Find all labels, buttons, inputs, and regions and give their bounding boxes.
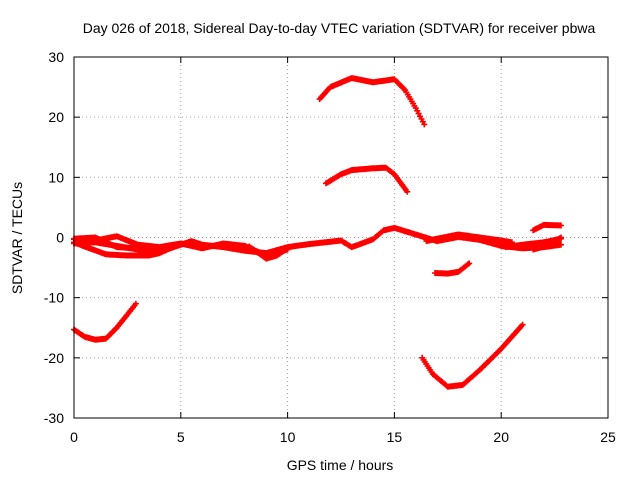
y-tick-label: -10 <box>44 290 64 306</box>
series-arc-12 <box>419 321 526 390</box>
data-markers <box>419 321 526 390</box>
x-tick-label: 0 <box>70 429 78 445</box>
series-arc-9 <box>316 75 428 128</box>
y-tick-label: -30 <box>44 410 64 426</box>
x-tick-labels: 0 5 10 15 20 25 <box>70 429 616 445</box>
data-markers <box>432 260 473 277</box>
data-markers <box>316 75 428 128</box>
x-tick-label: 15 <box>387 429 403 445</box>
series-arc-5 <box>246 243 291 262</box>
data-markers <box>246 243 291 262</box>
data-markers <box>530 234 564 253</box>
chart-title: Day 026 of 2018, Sidereal Day-to-day VTE… <box>83 20 596 36</box>
data-markers <box>71 300 139 343</box>
series-arc-8 <box>530 234 564 253</box>
y-tick-label: 30 <box>48 49 64 65</box>
y-tick-labels: -30 -20 -10 0 10 20 30 <box>44 49 64 426</box>
series-arc-10 <box>323 164 411 195</box>
x-tick-label: 5 <box>177 429 185 445</box>
y-tick-label: -20 <box>44 350 64 366</box>
data-markers <box>423 231 515 246</box>
x-axis-label: GPS time / hours <box>287 457 394 473</box>
plot-border <box>73 56 609 419</box>
series-arc-14 <box>530 221 564 234</box>
y-tick-label: 20 <box>48 109 64 125</box>
series-arc-11 <box>71 300 139 343</box>
series-arc-6 <box>423 231 515 246</box>
data-series <box>71 75 564 390</box>
y-tick-label: 10 <box>48 169 64 185</box>
y-axis-label: SDTVAR / TECUs <box>9 182 25 294</box>
series-arc-13 <box>432 260 473 277</box>
grid-lines <box>74 57 608 418</box>
x-tick-label: 25 <box>600 429 616 445</box>
data-markers <box>530 221 564 234</box>
y-tick-label: 0 <box>56 230 64 246</box>
x-tick-label: 20 <box>493 429 509 445</box>
data-markers <box>323 164 411 195</box>
x-tick-label: 10 <box>280 429 296 445</box>
